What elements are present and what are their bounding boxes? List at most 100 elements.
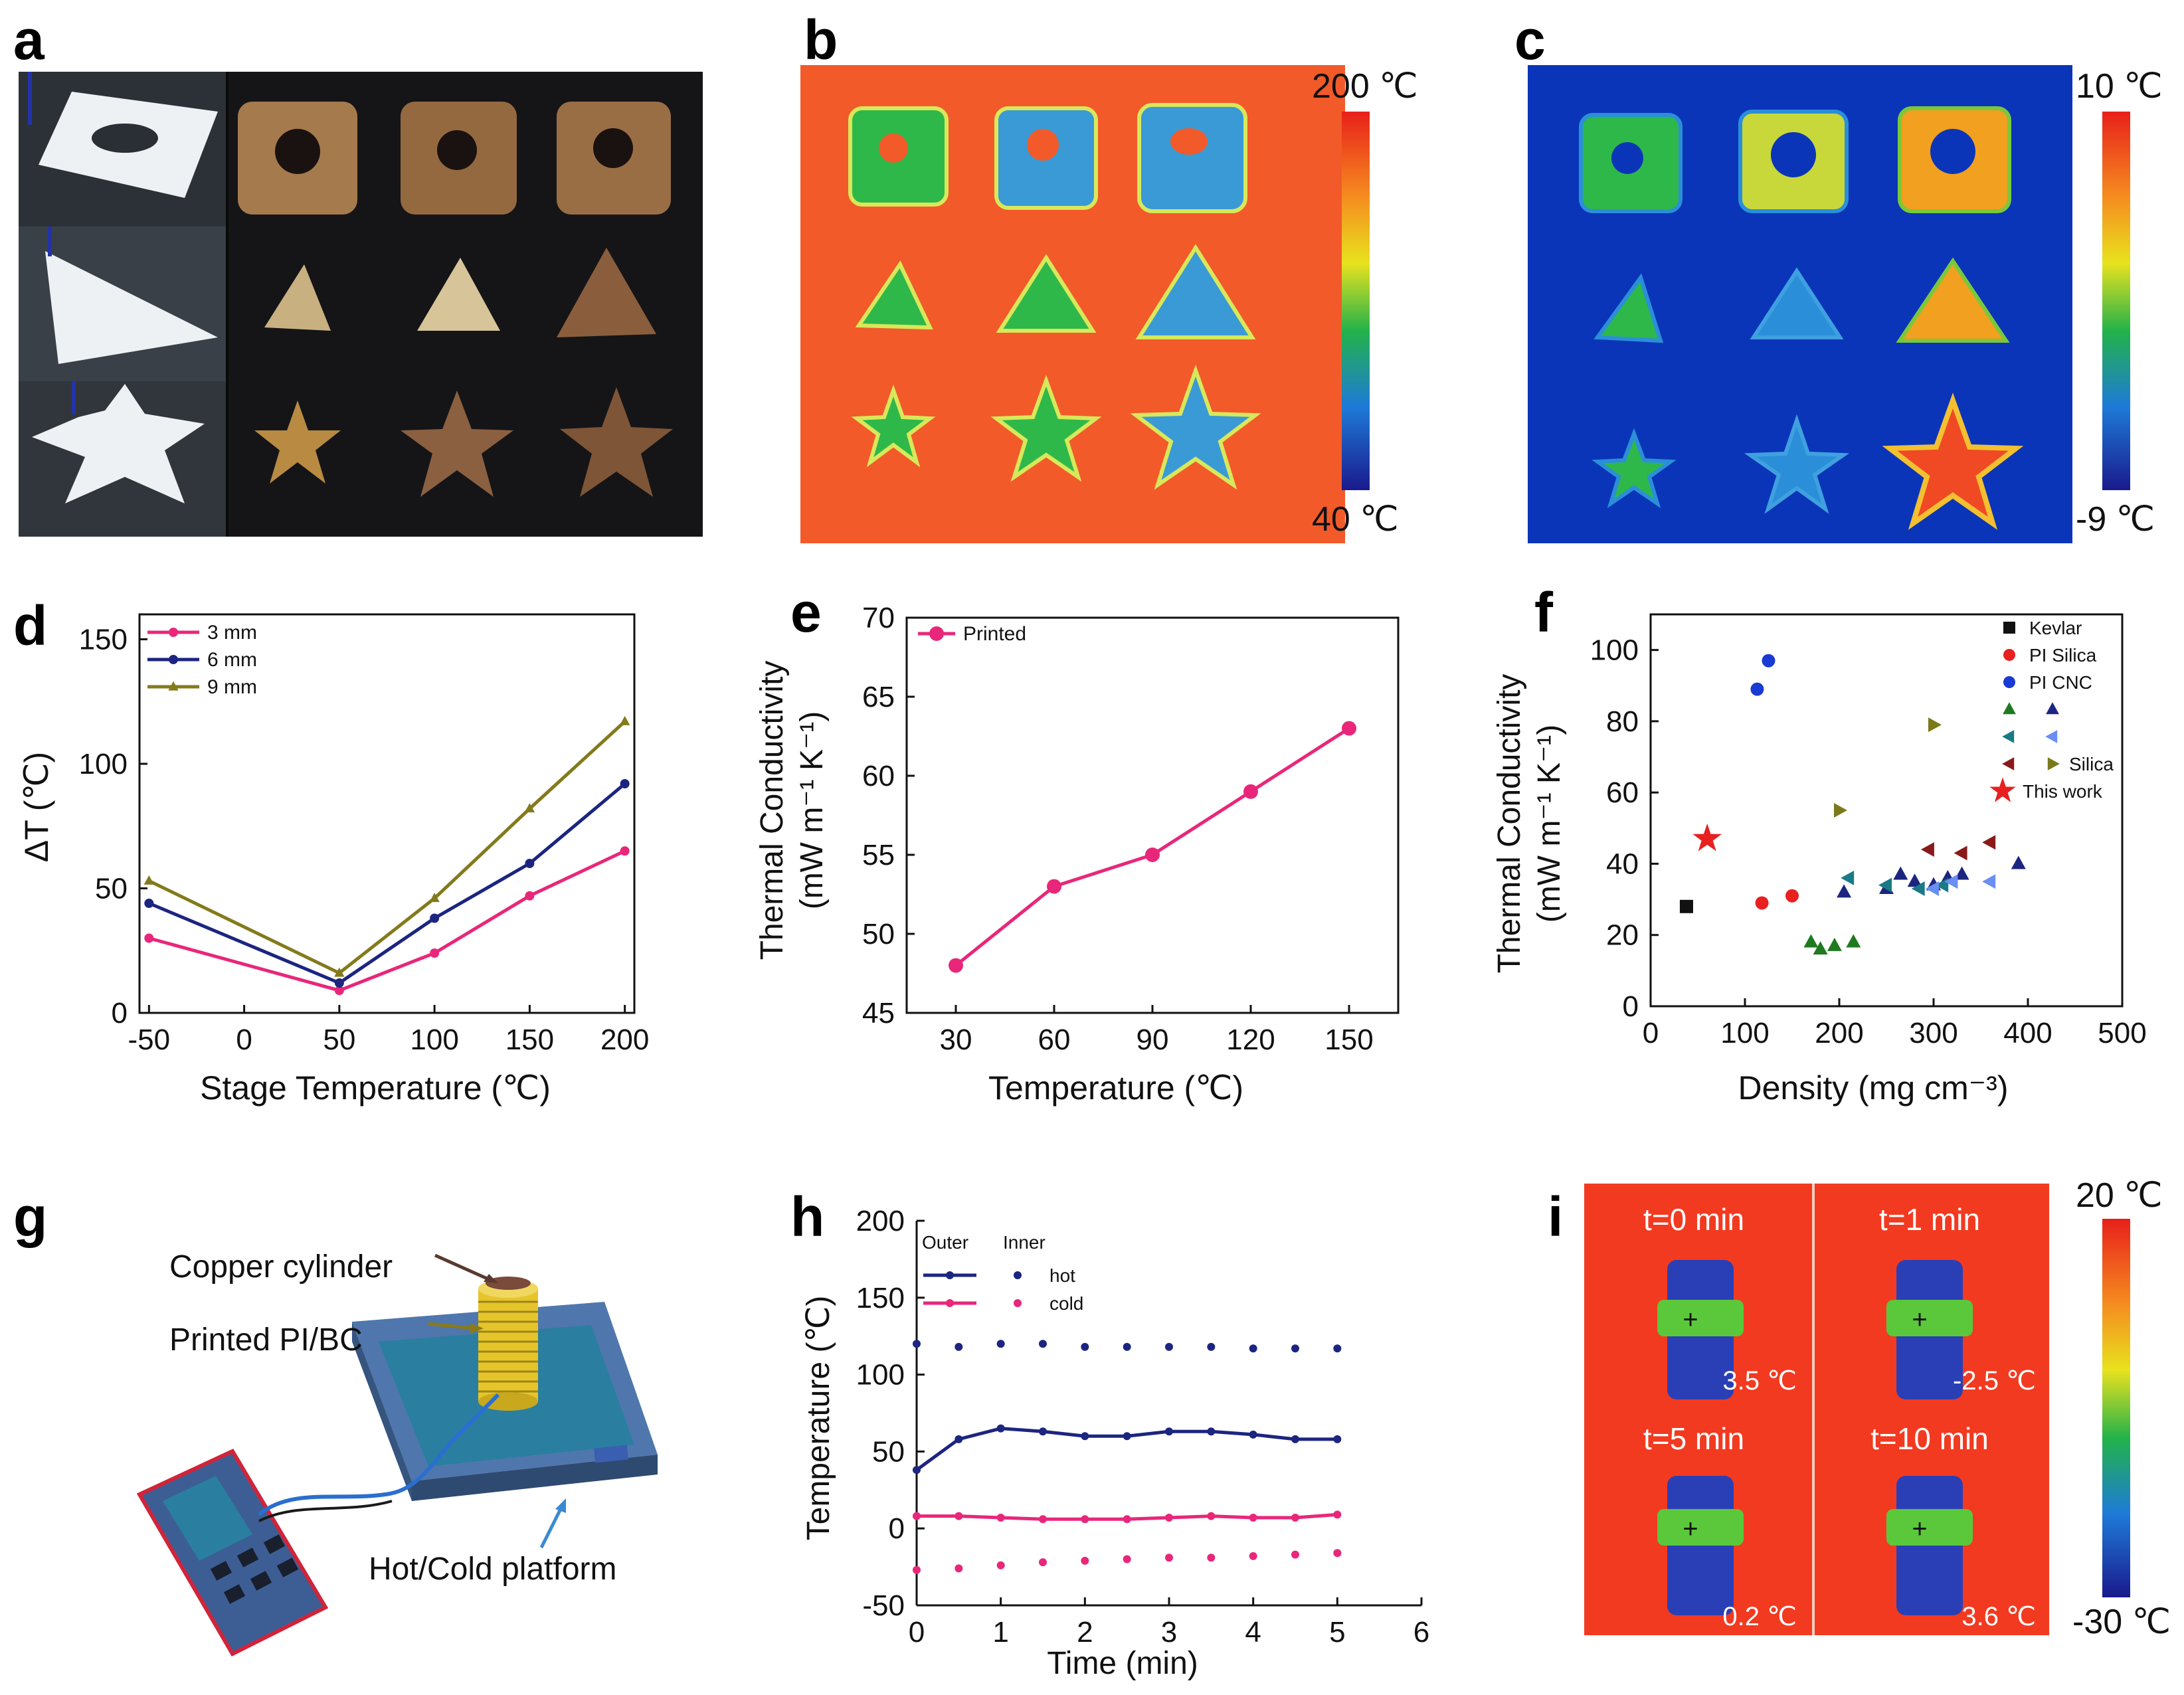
data-point	[1165, 1427, 1173, 1436]
chart-e: Thermal Conductivity (mW m⁻¹ K⁻¹) Temper…	[755, 602, 1400, 1107]
data-point	[430, 948, 440, 958]
data-point	[955, 1564, 963, 1573]
x-tick-label: 120	[1226, 1024, 1275, 1056]
schematic-g	[136, 1253, 658, 1656]
legend-label: Printed	[963, 623, 1026, 645]
label-copper-cylinder: Copper cylinder	[169, 1249, 393, 1285]
chart-f-ylabel-line2: (mW m⁻¹ K⁻¹)	[1532, 725, 1567, 923]
thermal-i-reading-3: 3.6 ℃	[1961, 1602, 2036, 1631]
data-point	[1249, 1513, 1257, 1522]
y-tick-label: 20	[1606, 919, 1639, 952]
y-tick-label: 60	[862, 760, 895, 792]
plot-frame	[138, 613, 636, 1014]
x-tick-label: 60	[1038, 1024, 1071, 1056]
data-point	[1039, 1558, 1047, 1567]
data-point	[525, 859, 535, 868]
x-tick-label: 4	[1245, 1616, 1261, 1649]
data-point-reference	[1827, 937, 1842, 951]
y-tick-label: -50	[862, 1589, 905, 1622]
thermal-b-stars	[851, 365, 1261, 490]
data-point	[525, 891, 535, 901]
panel-label-b: b	[804, 9, 838, 71]
panel-label-h: h	[790, 1186, 825, 1248]
data-point	[1249, 1430, 1257, 1439]
data-point-silica	[1928, 717, 1942, 733]
data-point	[524, 803, 535, 813]
legend-marker-cold	[946, 1299, 954, 1307]
chart-e-xlabel: Temperature (℃)	[988, 1069, 1243, 1107]
legend-marker	[2046, 702, 2059, 715]
chart-f: Thermal Conductivity (mW m⁻¹ K⁻¹) Densit…	[1492, 613, 2147, 1107]
thermal-i-frame-1: +	[1886, 1260, 1973, 1399]
data-point	[144, 899, 154, 908]
thermal-i-frame-0: +	[1657, 1260, 1744, 1399]
y-tick-label: 100	[856, 1359, 905, 1391]
thermal-image-c	[1528, 65, 2072, 543]
legend-label: 6 mm	[207, 649, 257, 671]
panel-label-a: a	[13, 9, 45, 71]
dried-square-3	[557, 102, 671, 215]
data-point	[620, 846, 630, 856]
x-tick-label: 50	[323, 1024, 355, 1056]
thermal-b-squares	[848, 103, 1247, 213]
y-tick-label: 0	[889, 1512, 905, 1545]
data-point	[619, 715, 630, 725]
data-point-this-work	[1692, 823, 1722, 851]
thermal-i-time-3: t=10 min	[1870, 1421, 1989, 1456]
chart-d: ΔT (℃) Stage Temperature (℃) -50 0 50 100 15…	[18, 613, 649, 1107]
dried-triangle-3	[557, 248, 656, 337]
label-hot-cold-platform: Hot/Cold platform	[369, 1552, 617, 1587]
legend-marker	[1989, 777, 2016, 802]
data-point	[913, 1340, 921, 1348]
svg-text:+: +	[1683, 1305, 1698, 1334]
data-point	[913, 1466, 921, 1474]
x-tick-label: 2	[1077, 1616, 1093, 1649]
data-point	[955, 1512, 963, 1520]
chart-h: Temperature (℃) Time (min) 0 1 2 3 4 5 6-50050…	[801, 1205, 1429, 1681]
x-tick-label: 300	[1909, 1017, 1957, 1049]
dried-triangle-1	[264, 264, 331, 331]
plot-frame	[905, 616, 1400, 1014]
data-point-reference	[1954, 846, 1967, 861]
y-tick-label: 50	[862, 918, 895, 950]
dried-square-1	[238, 102, 357, 215]
panel-label-c: c	[1514, 9, 1546, 71]
chart-d-ylabel: ΔT (℃)	[18, 752, 55, 862]
legend-label: PI Silica	[2029, 645, 2097, 666]
data-point-reference	[2011, 855, 2026, 869]
chart-h-xlabel: Time (min)	[1047, 1646, 1198, 1681]
legend-label-hot: hot	[1049, 1265, 1075, 1286]
y-tick-label: 80	[1606, 705, 1639, 738]
data-point	[334, 978, 344, 988]
colorbar-c-bar	[2102, 112, 2130, 490]
data-point	[1081, 1515, 1089, 1524]
data-point-reference	[1926, 881, 1939, 896]
y-tick-label: 50	[95, 873, 128, 905]
printed-square-photo	[28, 72, 218, 198]
thermocouple-wires	[258, 1393, 500, 1516]
colorbar-i-max: 20 ℃	[2076, 1176, 2163, 1215]
data-point	[1207, 1427, 1216, 1436]
chart-d-xlabel: Stage Temperature (℃)	[200, 1069, 551, 1107]
data-point	[1123, 1515, 1131, 1524]
data-point	[1333, 1510, 1342, 1519]
x-tick-label: 90	[1137, 1024, 1169, 1056]
series-line-3mm	[148, 849, 626, 992]
y-tick-label: 45	[862, 997, 895, 1029]
data-point-reference	[1944, 874, 1958, 889]
svg-text:+: +	[1683, 1514, 1698, 1544]
thermal-c-triangles	[1593, 257, 2010, 343]
printed-cylinder	[478, 1277, 538, 1411]
colorbar-i-min: -30 ℃	[2072, 1603, 2171, 1641]
dried-star-2	[401, 391, 513, 497]
x-tick-label: 1	[992, 1616, 1008, 1649]
x-tick-label: 0	[236, 1024, 252, 1056]
legend-marker	[2002, 757, 2015, 770]
colorbar-c-min: -9 ℃	[2076, 500, 2155, 539]
panel-label-f: f	[1534, 581, 1553, 644]
legend-marker-hot	[946, 1271, 954, 1279]
dried-star-1	[254, 401, 341, 484]
y-tick-label: 65	[862, 681, 895, 713]
data-point-pi-silica	[1785, 889, 1799, 903]
legend-label: Kevlar	[2029, 618, 2082, 638]
